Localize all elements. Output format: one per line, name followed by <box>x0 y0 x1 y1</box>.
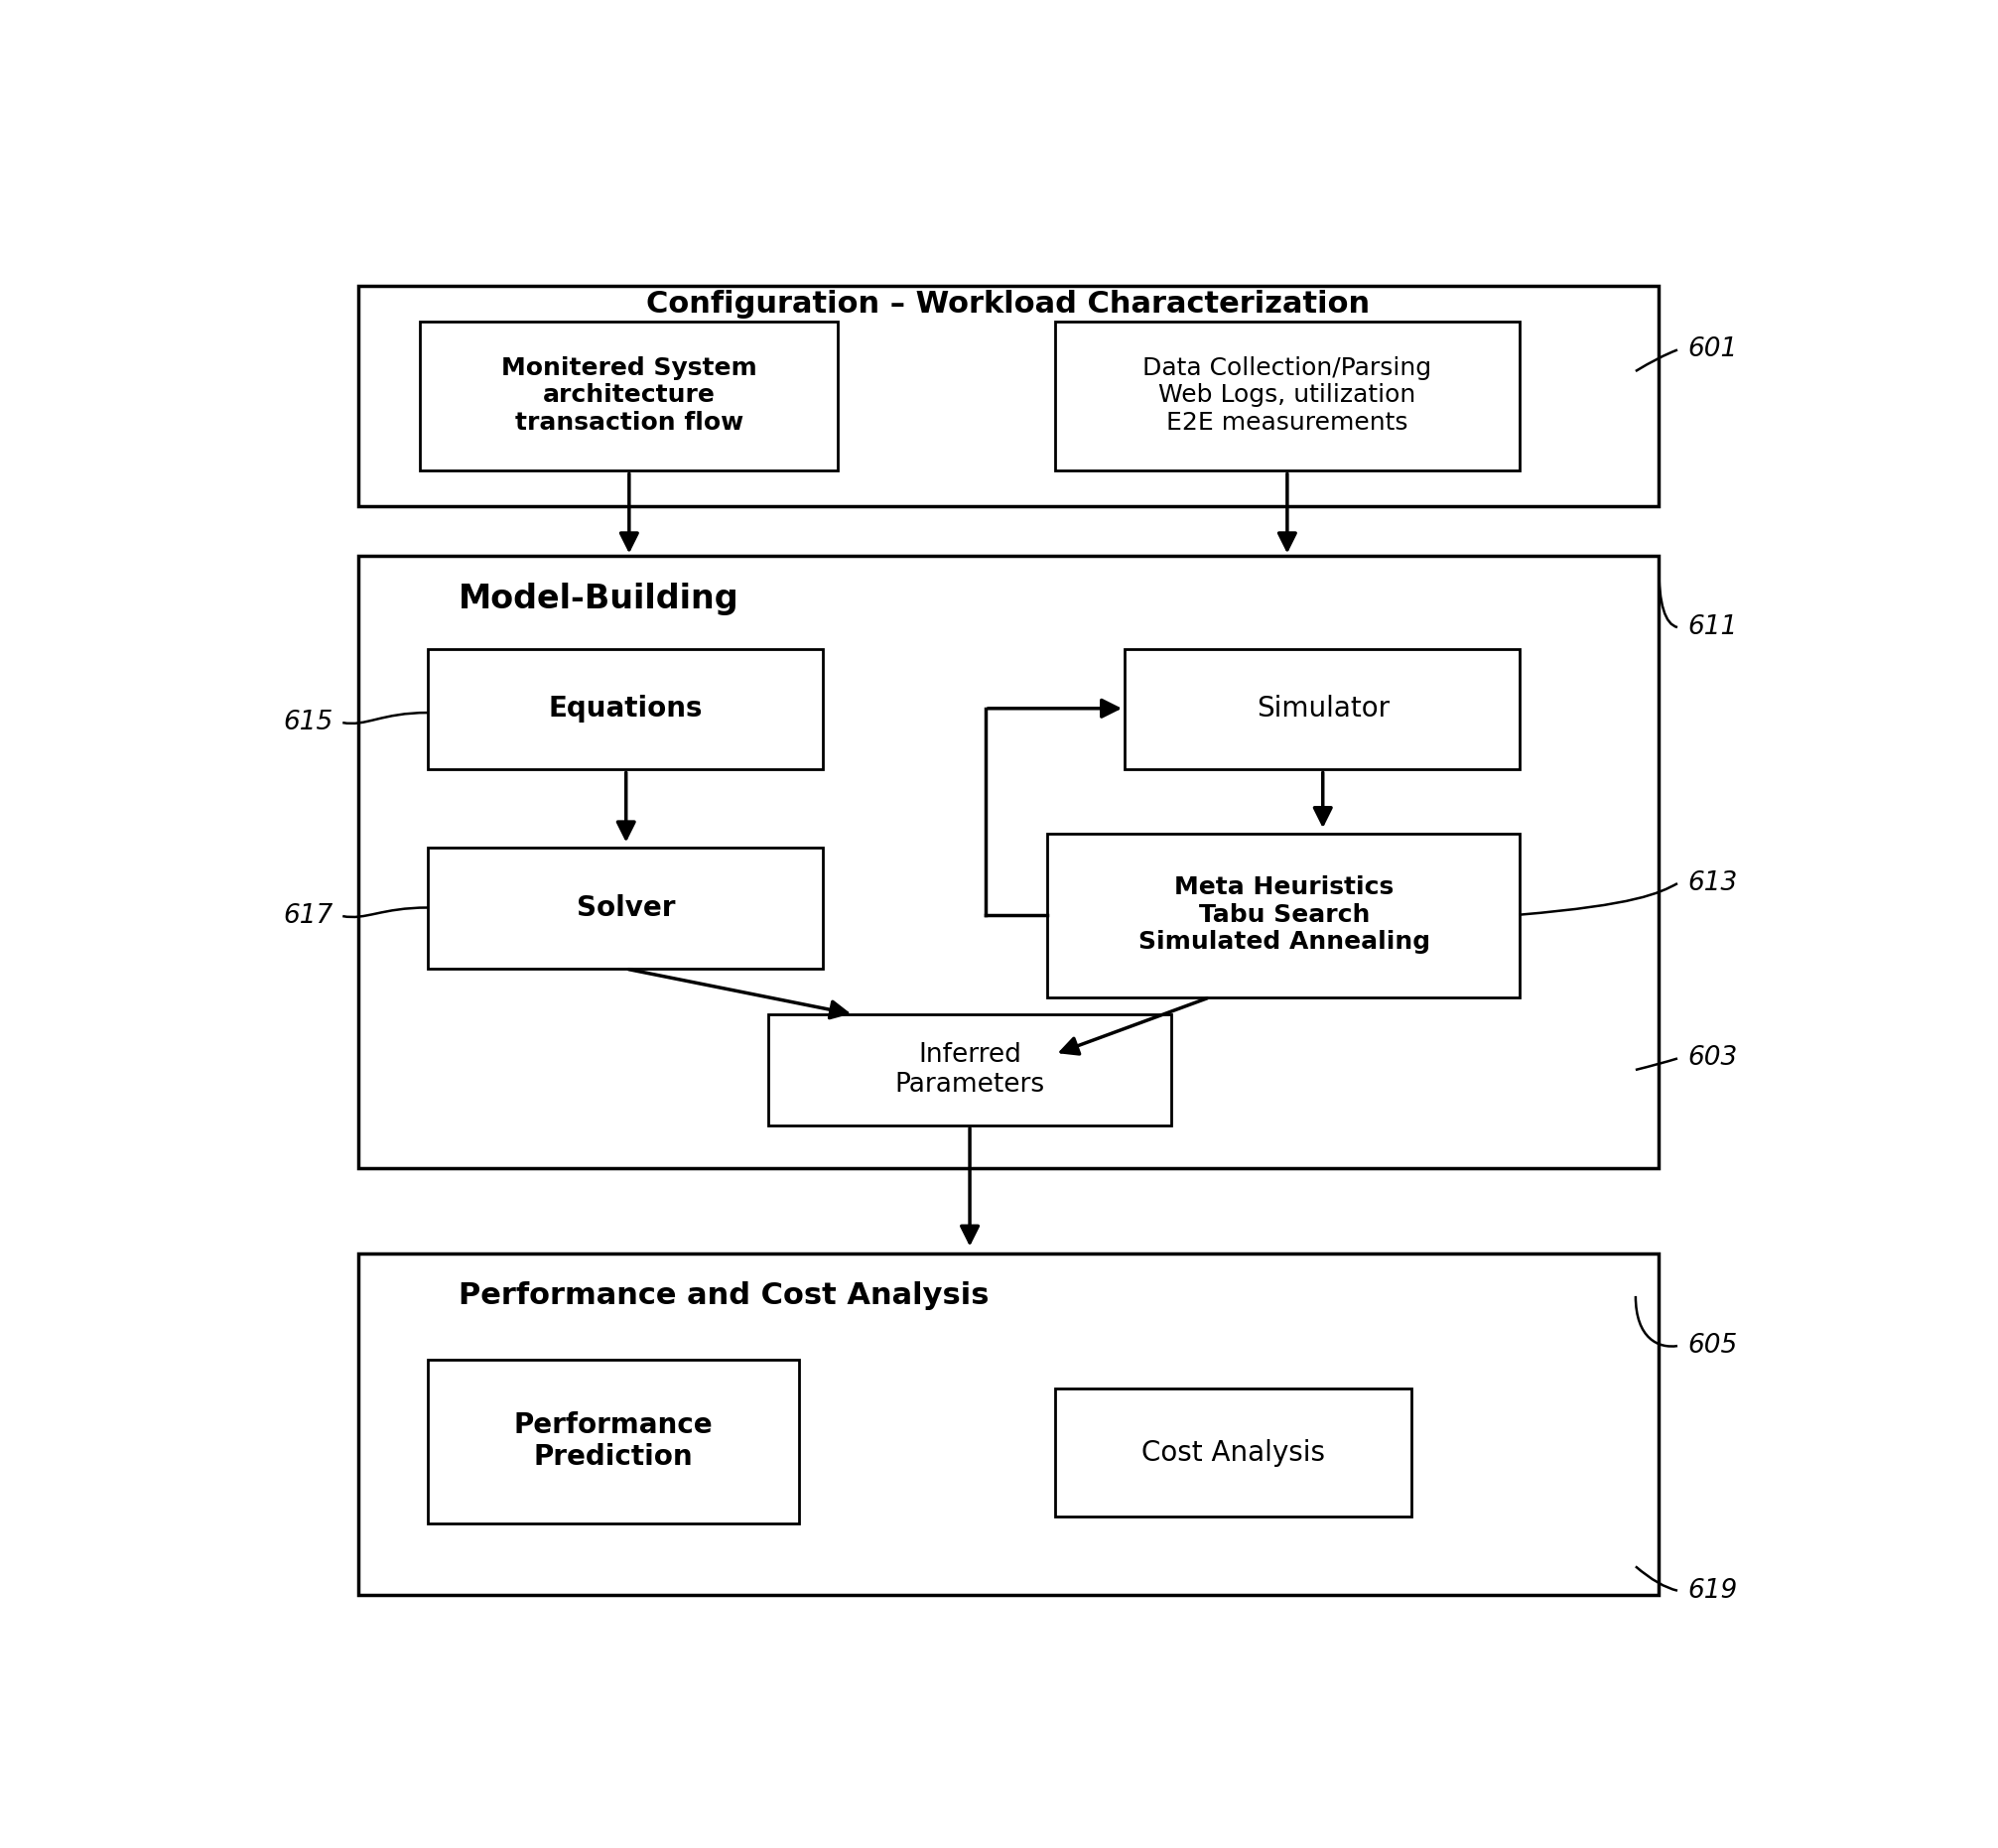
Text: 617: 617 <box>284 904 334 930</box>
Text: Performance and Cost Analysis: Performance and Cost Analysis <box>460 1283 989 1310</box>
Text: Equations: Equations <box>549 695 703 723</box>
FancyBboxPatch shape <box>358 1253 1658 1595</box>
Text: 603: 603 <box>1688 1046 1738 1072</box>
Text: Cost Analysis: Cost Analysis <box>1141 1440 1325 1467</box>
Text: Configuration – Workload Characterization: Configuration – Workload Characterizatio… <box>647 290 1371 318</box>
FancyBboxPatch shape <box>1055 322 1520 471</box>
Text: 605: 605 <box>1688 1332 1738 1358</box>
Text: Solver: Solver <box>577 894 675 922</box>
FancyBboxPatch shape <box>428 649 823 769</box>
FancyBboxPatch shape <box>428 1360 799 1525</box>
Text: 615: 615 <box>284 710 334 736</box>
FancyBboxPatch shape <box>1047 833 1520 998</box>
Text: Simulator: Simulator <box>1257 695 1389 723</box>
FancyBboxPatch shape <box>428 848 823 968</box>
Text: Performance
Prediction: Performance Prediction <box>513 1412 713 1471</box>
Text: Monitered System
architecture
transaction flow: Monitered System architecture transactio… <box>501 357 757 434</box>
FancyBboxPatch shape <box>358 556 1658 1168</box>
Text: 601: 601 <box>1688 336 1738 362</box>
Text: Meta Heuristics
Tabu Search
Simulated Annealing: Meta Heuristics Tabu Search Simulated An… <box>1139 876 1431 954</box>
Text: Data Collection/Parsing
Web Logs, utilization
E2E measurements: Data Collection/Parsing Web Logs, utiliz… <box>1143 357 1433 434</box>
FancyBboxPatch shape <box>769 1015 1171 1125</box>
FancyBboxPatch shape <box>358 286 1658 506</box>
Text: 613: 613 <box>1688 870 1738 896</box>
Text: Inferred
Parameters: Inferred Parameters <box>895 1042 1045 1098</box>
Text: 619: 619 <box>1688 1578 1738 1604</box>
Text: 611: 611 <box>1688 614 1738 639</box>
FancyBboxPatch shape <box>1125 649 1520 769</box>
FancyBboxPatch shape <box>420 322 839 471</box>
FancyBboxPatch shape <box>1055 1388 1411 1517</box>
Text: Model-Building: Model-Building <box>460 582 739 615</box>
